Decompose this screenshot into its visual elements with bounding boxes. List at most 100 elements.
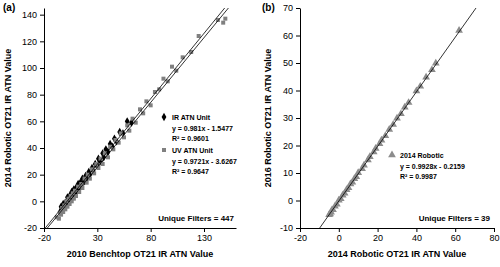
x-tick-mark [97, 228, 98, 232]
x-axis-title: 2014 Robotic OT21 IR ATN Value [328, 249, 467, 259]
y-axis-title: 2014 Robotic OT21 IR ATN Value [3, 49, 13, 188]
y-tick: -10 [280, 223, 300, 233]
y-tick-mark [296, 8, 300, 9]
y-tick: 20 [283, 141, 300, 151]
y-tick-label: 0 [32, 197, 37, 207]
y-tick-mark [296, 118, 300, 119]
x-tick: 0 [337, 228, 342, 243]
x-tick: 80 [146, 228, 156, 243]
y-axis-line [300, 9, 301, 229]
point [197, 34, 201, 38]
y-tick-mark [40, 15, 44, 16]
y-tick: 60 [27, 117, 44, 127]
legend-symbol [162, 148, 166, 152]
x-tick-label: 60 [451, 233, 461, 243]
y-tick-mark [40, 175, 44, 176]
y-tick-label: 120 [22, 37, 37, 47]
y-tick: -20 [24, 223, 44, 233]
x-tick-mark [455, 228, 456, 232]
y-tick-mark [296, 146, 300, 147]
series-points [55, 17, 228, 221]
legend: 2014 Roboticy = 0.9928x - 0.2159R² = 0.9… [388, 151, 465, 180]
x-tick-label: -20 [38, 233, 51, 243]
y-tick-mark [40, 121, 44, 122]
y-tick-mark [296, 63, 300, 64]
x-tick-label: 80 [146, 233, 156, 243]
fit-equation: y = 0.981x - 1.5477 [172, 125, 233, 133]
y-tick-label: 60 [283, 31, 293, 41]
x-axis-line [45, 228, 237, 229]
point [221, 21, 225, 25]
plot-area [300, 8, 494, 228]
figure: -20 30 80 130 -20 0 20 40 60 80 100 120 140 2010 Benc… [0, 0, 500, 267]
y-tick-label: 40 [27, 143, 37, 153]
y-tick: 30 [283, 113, 300, 123]
y-tick: 120 [22, 37, 44, 47]
y-tick: 0 [288, 196, 300, 206]
point [161, 77, 165, 81]
fit-r-squared: R² = 0.9601 [172, 135, 209, 142]
panel-label: (b) [262, 2, 275, 13]
panel: -20 30 80 130 -20 0 20 40 60 80 100 120 140 2010 Benc… [3, 0, 237, 259]
point [223, 17, 227, 21]
fit-line [300, 8, 494, 228]
x-axis-title: 2010 Benchtop OT21 IR ATN Value [67, 249, 214, 259]
x-tick: 80 [489, 228, 499, 243]
y-tick-mark [40, 41, 44, 42]
x-tick: 40 [412, 228, 422, 243]
x-tick-label: 20 [373, 233, 383, 243]
annotation: Unique Filters = 39 [419, 214, 491, 223]
y-tick-mark [40, 228, 44, 229]
y-axis-line [44, 9, 45, 229]
x-axis-line [301, 228, 495, 229]
annotation: Unique Filters = 447 [158, 214, 234, 223]
x-tick: -20 [294, 228, 307, 243]
y-tick-mark [296, 91, 300, 92]
plot-area [44, 8, 236, 228]
panel-label: (a) [3, 2, 15, 13]
y-tick-mark [296, 201, 300, 202]
y-tick-label: 70 [283, 3, 293, 13]
y-tick: 0 [32, 197, 44, 207]
legend: IR ATN Unity = 0.981x - 1.5477R² = 0.960… [162, 113, 237, 175]
x-tick-label: 130 [197, 233, 212, 243]
y-tick: 80 [27, 90, 44, 100]
x-tick-mark [204, 228, 205, 232]
x-tick-label: 40 [412, 233, 422, 243]
y-tick-label: 20 [283, 141, 293, 151]
legend-symbol [162, 113, 167, 121]
point [170, 65, 174, 69]
y-tick: 40 [27, 143, 44, 153]
y-tick: 100 [22, 63, 44, 73]
point [57, 217, 61, 221]
legend-label: UV ATN Unit [172, 147, 213, 154]
fit-equation: y = 0.9928x - 0.2159 [400, 163, 465, 171]
y-tick-label: -10 [280, 223, 293, 233]
y-tick-label: 20 [27, 170, 37, 180]
y-axis: -10010203040506070 [280, 3, 301, 233]
x-tick-mark [151, 228, 152, 232]
legend-symbol [388, 151, 396, 158]
y-tick-mark [40, 95, 44, 96]
y-tick-label: 80 [27, 90, 37, 100]
y-tick-label: 100 [22, 63, 37, 73]
x-tick-mark [339, 228, 340, 232]
fit-line [44, 8, 236, 228]
y-tick-mark [296, 36, 300, 37]
y-tick: 140 [22, 10, 44, 20]
x-tick-label: -20 [294, 233, 307, 243]
y-tick-label: 40 [283, 86, 293, 96]
y-tick-label: 30 [283, 113, 293, 123]
y-tick: 70 [283, 3, 300, 13]
x-axis: -20 0 20 40 60 80 [294, 228, 500, 243]
x-tick: -20 [38, 228, 51, 243]
y-tick-mark [40, 148, 44, 149]
x-tick-label: 0 [337, 233, 342, 243]
x-tick-label: 30 [93, 233, 103, 243]
point [85, 181, 89, 185]
y-tick-label: 0 [288, 196, 293, 206]
x-tick-mark [378, 228, 379, 232]
x-tick-mark [416, 228, 417, 232]
y-tick: 50 [283, 58, 300, 68]
y-tick: 40 [283, 86, 300, 96]
